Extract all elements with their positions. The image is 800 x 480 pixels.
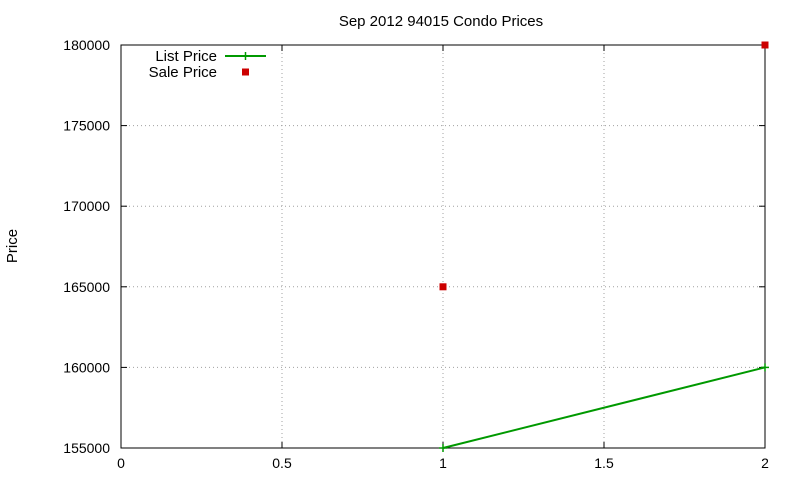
y-tick-label: 155000 bbox=[63, 440, 110, 456]
y-tick-label: 160000 bbox=[63, 359, 110, 375]
plot-series bbox=[439, 41, 769, 452]
data-point bbox=[761, 41, 769, 49]
y-tick-label: 170000 bbox=[63, 198, 110, 214]
legend-entry: List Price bbox=[155, 48, 266, 65]
x-tick-label: 1.5 bbox=[594, 455, 614, 471]
grid-lines bbox=[121, 45, 765, 448]
y-axis-label: Price bbox=[4, 229, 21, 263]
legend-label: Sale Price bbox=[149, 64, 217, 81]
x-tick-label: 1 bbox=[439, 455, 447, 471]
legend-label: List Price bbox=[155, 48, 217, 65]
chart-title: Sep 2012 94015 Condo Prices bbox=[339, 13, 543, 30]
data-point bbox=[439, 283, 447, 291]
x-tick-label: 2 bbox=[761, 455, 769, 471]
data-point bbox=[439, 444, 447, 452]
legend-entry: Sale Price bbox=[149, 64, 249, 81]
y-tick-label: 165000 bbox=[63, 279, 110, 295]
x-tick-label: 0 bbox=[117, 455, 125, 471]
y-tick-label: 180000 bbox=[63, 37, 110, 53]
axes: 0 0.5 1 1.5 2 155000 160000 165000 170000 175000 1… bbox=[63, 37, 769, 471]
series-list-price bbox=[439, 363, 769, 452]
y-tick-label: 175000 bbox=[63, 118, 110, 134]
series-sale-price bbox=[439, 41, 769, 291]
series-line bbox=[442, 366, 766, 449]
legend-marker bbox=[242, 68, 249, 76]
x-tick-label: 0.5 bbox=[272, 455, 292, 471]
data-point bbox=[761, 363, 769, 372]
legend-marker bbox=[241, 52, 250, 60]
